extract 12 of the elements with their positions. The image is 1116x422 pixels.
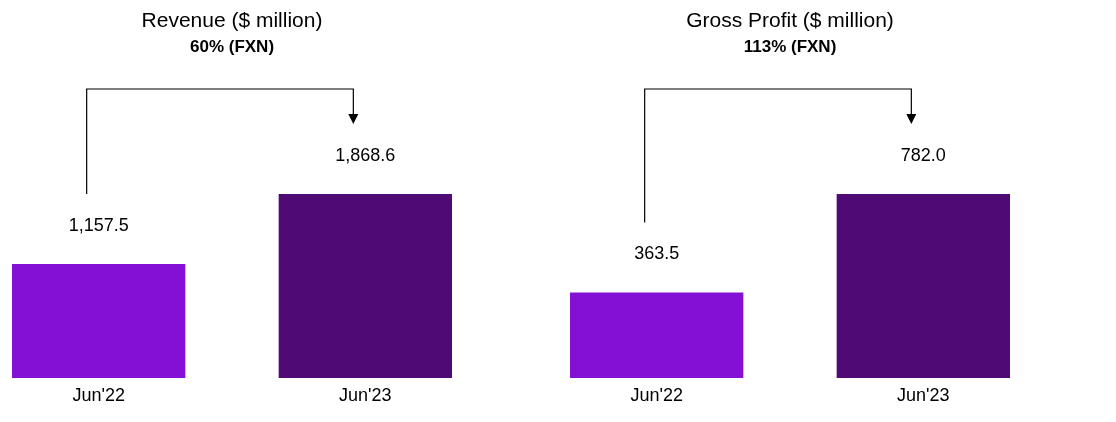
data-label: 1,157.5 xyxy=(68,215,129,236)
data-label: 782.0 xyxy=(900,145,946,165)
x-tick-label: Jun'22 xyxy=(630,384,683,405)
chart-title: Revenue ($ million) xyxy=(141,8,323,31)
x-tick-label: Jun'23 xyxy=(339,384,392,405)
text: 60% (FXN) xyxy=(189,37,275,56)
x-tick-label: Jun'23 xyxy=(897,384,950,405)
text: 113% (FXN) xyxy=(743,37,837,56)
x-tick-label: Jun'22 xyxy=(72,384,125,405)
data-label: 1,868.6 xyxy=(335,145,396,165)
chart-title: Gross Profit ($ million) xyxy=(686,8,894,31)
data-label: 363.5 xyxy=(634,243,680,264)
